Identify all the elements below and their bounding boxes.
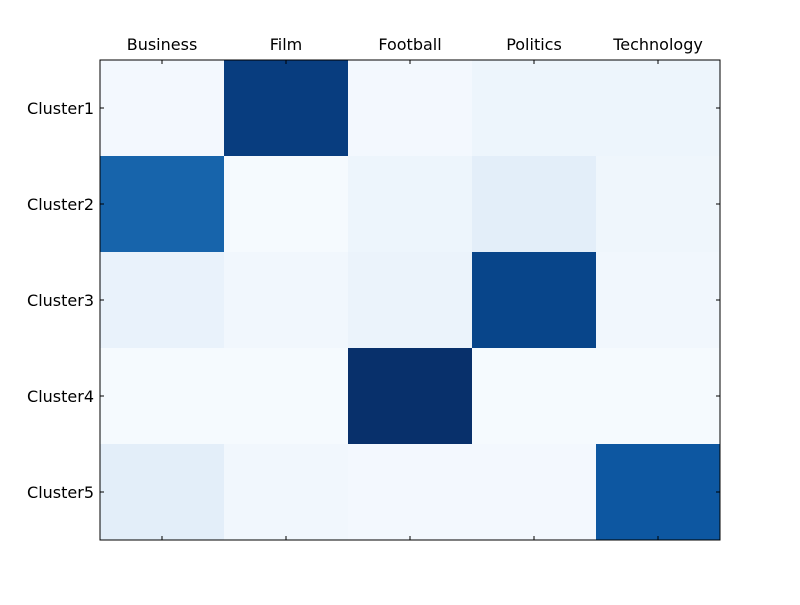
heatmap-cell-cluster5-football [348,444,473,541]
y-tick-labels: Cluster1 Cluster2 Cluster3 Cluster4 Cluster5 [27,99,94,502]
heatmap-cell-cluster4-technology [596,348,721,445]
x-tick-label: Politics [506,35,562,54]
heatmap-cell-cluster4-football [348,348,473,445]
heatmap-cell-cluster4-film [224,348,349,445]
heatmap-cell-cluster5-business [100,444,225,541]
heatmap-cell-cluster3-football [348,252,473,349]
heatmap-cells [100,60,721,541]
heatmap-cell-cluster1-technology [596,60,721,157]
x-tick-label: Film [270,35,303,54]
heatmap-cell-cluster2-football [348,156,473,253]
heatmap-cell-cluster4-business [100,348,225,445]
x-tick-labels: Business Film Football Politics Technology [127,35,703,54]
heatmap-cell-cluster5-technology [596,444,721,541]
heatmap-cell-cluster1-business [100,60,225,157]
heatmap-cell-cluster1-film [224,60,349,157]
heatmap-cell-cluster2-film [224,156,349,253]
heatmap-cell-cluster1-football [348,60,473,157]
y-tick-label: Cluster2 [27,195,94,214]
y-tick-label: Cluster5 [27,483,94,502]
heatmap-cell-cluster3-film [224,252,349,349]
x-tick-label: Business [127,35,198,54]
y-tick-label: Cluster3 [27,291,94,310]
y-tick-label: Cluster1 [27,99,94,118]
heatmap-cell-cluster2-business [100,156,225,253]
heatmap-cell-cluster2-technology [596,156,721,253]
tick-marks [100,60,720,540]
heatmap-cell-cluster4-politics [472,348,597,445]
heatmap-cell-cluster5-film [224,444,349,541]
x-tick-label: Football [378,35,441,54]
heatmap-cell-cluster5-politics [472,444,597,541]
heatmap-cell-cluster3-technology [596,252,721,349]
heatmap-cell-cluster1-politics [472,60,597,157]
x-tick-label: Technology [612,35,703,54]
heatmap-cell-cluster3-business [100,252,225,349]
heatmap-cell-cluster3-politics [472,252,597,349]
heatmap-cell-cluster2-politics [472,156,597,253]
y-tick-label: Cluster4 [27,387,94,406]
